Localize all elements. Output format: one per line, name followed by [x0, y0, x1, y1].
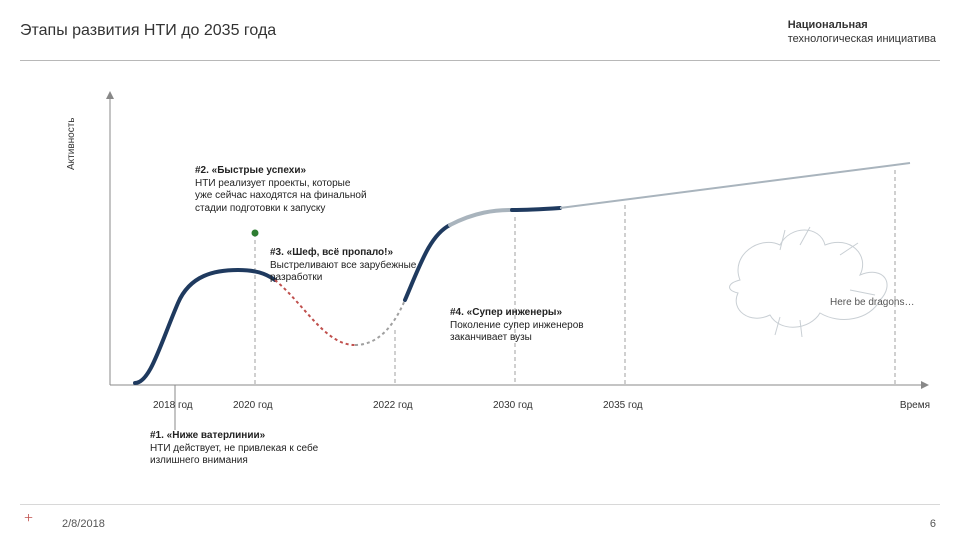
- callout-2-title: #2. «Быстрые успехи»: [195, 165, 306, 176]
- x-tick-label: 2020 год: [233, 400, 273, 411]
- callout-4-body: Поколение супер инженеровзаканчивает вуз…: [450, 320, 584, 344]
- brand-line2: технологическая инициатива: [788, 32, 936, 46]
- brand-line1: Национальная: [788, 18, 936, 32]
- callout-4-title: #4. «Супер инженеры»: [450, 307, 562, 318]
- dragon-label: Here be dragons…: [830, 297, 915, 308]
- stages-chart: Активность Время 2018 год2020 год2022 го…: [80, 85, 940, 485]
- callout-3-title: #3. «Шеф, всё пропало!»: [270, 247, 393, 258]
- footer-date: 2/8/2018: [62, 518, 105, 530]
- x-tick-label: 2022 год: [373, 400, 413, 411]
- decorative-plus-icon: [24, 510, 33, 528]
- x-tick-label: 2035 год: [603, 400, 643, 411]
- footer-rule: [20, 504, 940, 505]
- y-axis-label: Активность: [66, 117, 77, 170]
- footer-page: 6: [930, 518, 936, 530]
- header-rule: [20, 60, 940, 61]
- x-tick-label: 2018 год: [153, 400, 193, 411]
- callout-2: #2. «Быстрые успехи» НТИ реализует проек…: [195, 165, 367, 215]
- chart-svg: [80, 85, 940, 485]
- callout-3-body: Выстреливают все зарубежныеразработки: [270, 260, 416, 284]
- callout-1: #1. «Ниже ватерлинии» НТИ действует, не …: [150, 430, 318, 468]
- x-tick-label: 2030 год: [493, 400, 533, 411]
- brand-block: Национальная технологическая инициатива: [788, 18, 936, 47]
- callout-4: #4. «Супер инженеры» Поколение супер инж…: [450, 307, 584, 345]
- callout-3: #3. «Шеф, всё пропало!» Выстреливают все…: [270, 247, 416, 285]
- callout-1-body: НТИ действует, не привлекая к себеизлишн…: [150, 443, 318, 467]
- callout-1-title: #1. «Ниже ватерлинии»: [150, 430, 265, 441]
- callout-2-body: НТИ реализует проекты, которыеуже сейчас…: [195, 178, 367, 214]
- slide-title: Этапы развития НТИ до 2035 года: [20, 22, 276, 40]
